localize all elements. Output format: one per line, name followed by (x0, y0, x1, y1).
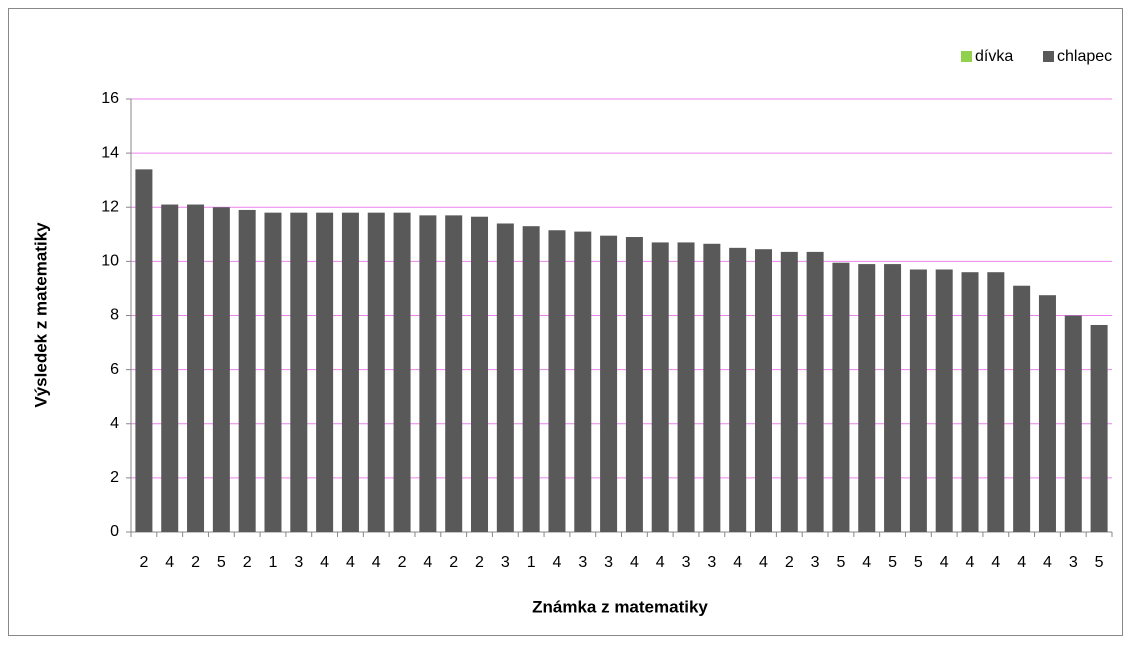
bar (471, 216, 489, 533)
x-tick-label: 3 (294, 554, 303, 571)
x-tick-label: 5 (836, 554, 845, 571)
x-tick-label: 3 (604, 554, 613, 571)
x-tick-label: 4 (423, 554, 432, 571)
y-tick-label: 4 (110, 415, 119, 432)
bar (651, 242, 669, 532)
bar (548, 230, 566, 533)
bar (625, 237, 643, 533)
legend-swatch (1043, 51, 1054, 62)
bar (754, 249, 772, 532)
y-tick-label: 10 (101, 253, 119, 270)
bar (600, 235, 618, 532)
bar (1038, 295, 1056, 532)
y-axis-title: Výsledek z matematiky (31, 222, 50, 408)
x-tick-label: 3 (707, 554, 716, 571)
bar (729, 247, 747, 532)
x-tick-label: 4 (1017, 554, 1026, 571)
bar (703, 243, 721, 533)
x-tick-label: 4 (733, 554, 742, 571)
bar (780, 251, 798, 532)
x-tick-label: 4 (940, 554, 949, 571)
y-tick-label: 16 (101, 90, 119, 107)
bar (419, 215, 437, 532)
bar (858, 264, 876, 532)
x-tick-label: 3 (811, 554, 820, 571)
bar (341, 212, 359, 532)
y-tick-label: 12 (101, 198, 119, 215)
x-tick-label: 5 (1095, 554, 1104, 571)
x-tick-label: 5 (914, 554, 923, 571)
bar (187, 204, 205, 532)
x-tick-label: 4 (553, 554, 562, 571)
x-tick-label: 4 (991, 554, 1000, 571)
x-tick-label: 3 (578, 554, 587, 571)
bar (806, 251, 824, 532)
x-tick-label: 4 (759, 554, 768, 571)
x-tick-label: 2 (475, 554, 484, 571)
bar (522, 226, 540, 532)
y-tick-label: 0 (110, 523, 119, 540)
x-tick-label: 5 (217, 554, 226, 571)
x-tick-label: 3 (682, 554, 691, 571)
bar (1090, 324, 1108, 532)
bar (884, 264, 902, 532)
x-tick-label: 4 (862, 554, 871, 571)
x-tick-label: 2 (449, 554, 458, 571)
x-tick-label: 1 (527, 554, 536, 571)
x-tick-label: 4 (165, 554, 174, 571)
x-tick-label: 3 (1069, 554, 1078, 571)
y-tick-label: 8 (110, 307, 119, 324)
bar (290, 212, 308, 532)
x-tick-label: 2 (398, 554, 407, 571)
bar (1013, 285, 1031, 532)
x-tick-label: 2 (785, 554, 794, 571)
legend-label: dívka (975, 48, 1013, 65)
bar (909, 269, 927, 532)
legend-label: chlapec (1057, 48, 1112, 65)
x-tick-label: 4 (346, 554, 355, 571)
x-tick-label: 4 (320, 554, 329, 571)
bar (574, 231, 592, 532)
x-tick-label: 4 (372, 554, 381, 571)
x-tick-label: 4 (1043, 554, 1052, 571)
bar (832, 262, 850, 532)
bar (445, 215, 463, 532)
bar (496, 223, 514, 533)
bar (135, 169, 153, 533)
x-tick-label: 1 (269, 554, 278, 571)
legend-swatch (961, 51, 972, 62)
bar (161, 204, 179, 532)
x-tick-label: 4 (656, 554, 665, 571)
x-axis-title: Známka z matematiky (532, 597, 708, 616)
x-tick-label: 4 (966, 554, 975, 571)
bar (264, 212, 282, 532)
x-tick-label: 4 (630, 554, 639, 571)
bar (987, 272, 1005, 532)
bar (935, 269, 953, 532)
x-tick-label: 5 (888, 554, 897, 571)
bar (393, 212, 411, 532)
y-tick-label: 6 (110, 361, 119, 378)
x-tick-label: 3 (501, 554, 510, 571)
bar (367, 212, 385, 532)
x-tick-label: 2 (243, 554, 252, 571)
bar (1064, 315, 1082, 532)
x-tick-label: 2 (191, 554, 200, 571)
bar (961, 272, 979, 532)
bar (677, 242, 695, 532)
x-tick-label: 2 (139, 554, 148, 571)
bar (238, 209, 256, 533)
bar (212, 207, 230, 532)
y-tick-label: 2 (110, 469, 119, 486)
bar (316, 212, 334, 532)
y-tick-label: 14 (101, 144, 119, 161)
